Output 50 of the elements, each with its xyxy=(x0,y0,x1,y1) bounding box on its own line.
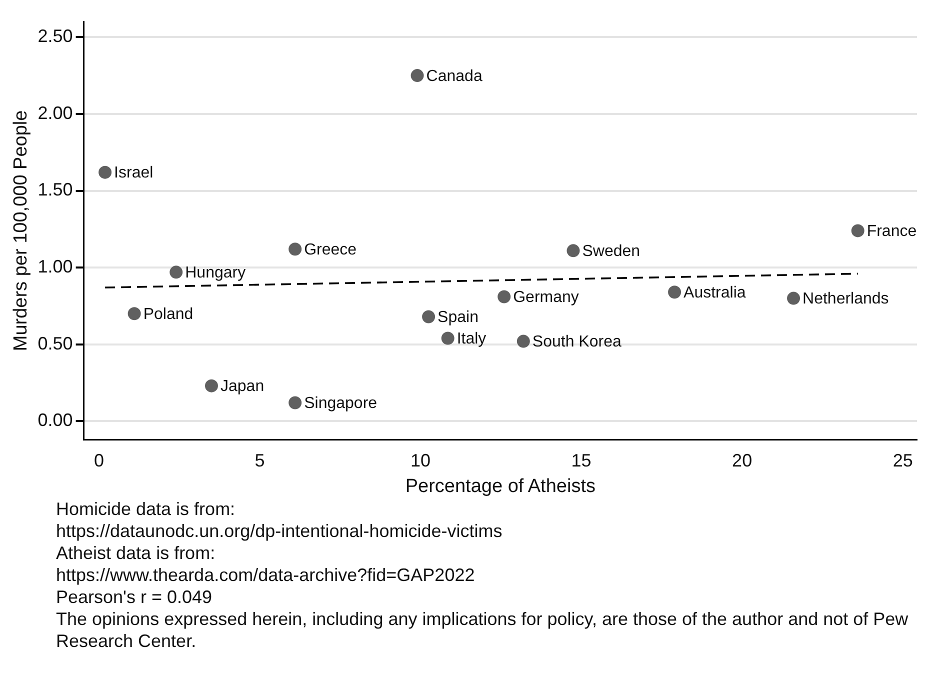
y-tick-label: 2.00 xyxy=(38,102,73,123)
series-label: Australia xyxy=(684,284,746,302)
x-tick-label: 20 xyxy=(732,450,752,470)
series-label: Italy xyxy=(456,330,486,348)
text: https://dataunodc.un.org/dp-intentional-homicide-victims xyxy=(56,520,504,542)
x-tick-label: 5 xyxy=(254,450,265,470)
text: Homicide data is from: xyxy=(56,498,236,520)
point xyxy=(422,310,436,324)
point xyxy=(288,396,302,410)
series-label: Singapore xyxy=(304,395,378,412)
point xyxy=(498,290,511,304)
series-label: Greece xyxy=(304,242,357,259)
series-label: Netherlands xyxy=(802,290,889,308)
y-tick-label: 1.00 xyxy=(38,256,73,277)
series-label: Poland xyxy=(143,306,194,324)
y-tick-label: 2.50 xyxy=(38,26,73,46)
series-label: Canada xyxy=(426,68,482,85)
text: The opinions expressed herein, including any implications for policy, are those of the author and not of Pew Research Center. xyxy=(56,608,910,652)
series-label: Japan xyxy=(220,378,264,396)
point xyxy=(410,69,424,82)
point xyxy=(516,334,530,348)
point xyxy=(787,292,800,305)
x-tick-label: 15 xyxy=(571,450,592,470)
text: Pearson's r = 0.049 xyxy=(56,586,214,608)
series-label: Germany xyxy=(513,289,579,306)
series-label: France xyxy=(866,223,917,240)
y-tick-label: 1.50 xyxy=(38,180,73,200)
y-axis-title: Murders per 100,000 People xyxy=(10,110,32,352)
point xyxy=(566,244,580,258)
point xyxy=(851,224,864,238)
x-axis-title: Percentage of Atheists xyxy=(405,476,596,497)
point xyxy=(98,166,112,179)
series-label: Sweden xyxy=(582,243,640,260)
y-tick-label: 0.00 xyxy=(38,410,73,430)
point xyxy=(288,242,302,256)
text: Atheist data is from: xyxy=(56,542,216,564)
y-tick-label: 0.50 xyxy=(38,333,73,354)
point xyxy=(204,379,218,392)
series-label: Spain xyxy=(438,309,478,326)
point xyxy=(128,307,141,320)
x-tick-label: 0 xyxy=(94,450,104,470)
series-label: Israel xyxy=(114,164,154,182)
point xyxy=(668,286,682,299)
series-label: South Korea xyxy=(532,334,622,351)
x-tick-label: 10 xyxy=(410,450,431,470)
text: https://www.thearda.com/data-archive?fid=GAP2022 xyxy=(56,564,476,586)
x-tick-label: 25 xyxy=(892,450,913,470)
point xyxy=(441,332,454,345)
series-label: Hungary xyxy=(185,264,246,282)
point xyxy=(170,266,183,279)
